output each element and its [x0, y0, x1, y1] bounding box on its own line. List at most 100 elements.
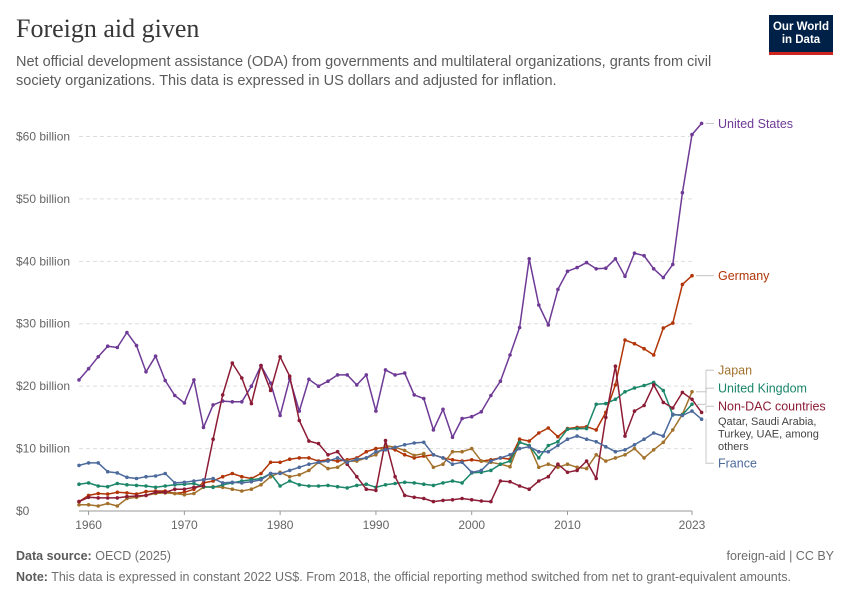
data-point[interactable] [144, 474, 148, 479]
data-point[interactable] [642, 403, 646, 408]
end-label-non-dac-countries[interactable]: Non-DAC countries Qatar, Saudi Arabia,Tur… [705, 400, 826, 454]
data-point[interactable] [632, 409, 637, 413]
data-point[interactable] [422, 482, 426, 487]
data-point[interactable] [632, 443, 637, 447]
data-point[interactable] [699, 417, 704, 422]
data-point[interactable] [77, 482, 81, 487]
data-point[interactable] [450, 435, 455, 440]
data-point[interactable] [680, 282, 685, 287]
data-point[interactable] [374, 449, 378, 454]
data-point[interactable] [479, 499, 484, 503]
data-point[interactable] [86, 481, 91, 485]
data-point[interactable] [297, 418, 302, 423]
data-point[interactable] [690, 409, 694, 413]
data-point[interactable] [326, 466, 330, 471]
data-point[interactable] [297, 465, 302, 470]
data-point[interactable] [240, 400, 244, 404]
data-point[interactable] [527, 444, 531, 449]
data-point[interactable] [125, 494, 129, 499]
data-point[interactable] [498, 456, 503, 460]
data-point[interactable] [125, 475, 129, 480]
data-point[interactable] [307, 377, 311, 382]
data-point[interactable] [460, 481, 464, 485]
data-point[interactable] [671, 412, 675, 417]
data-point[interactable] [431, 465, 436, 470]
data-point[interactable] [105, 492, 110, 496]
data-point[interactable] [412, 393, 417, 397]
data-point[interactable] [556, 434, 560, 439]
data-point[interactable] [144, 370, 148, 374]
data-point[interactable] [192, 491, 196, 496]
data-point[interactable] [489, 393, 493, 398]
data-point[interactable] [393, 445, 397, 450]
data-point[interactable] [469, 458, 474, 462]
data-point[interactable] [393, 373, 397, 377]
data-point[interactable] [651, 383, 656, 387]
data-point[interactable] [268, 460, 273, 465]
data-point[interactable] [613, 364, 618, 369]
data-point[interactable] [517, 325, 522, 330]
end-label-japan[interactable]: Japan [696, 364, 752, 393]
data-point[interactable] [537, 431, 541, 435]
data-point[interactable] [364, 449, 369, 454]
data-point[interactable] [77, 378, 81, 382]
data-point[interactable] [604, 444, 608, 449]
data-point[interactable] [364, 373, 369, 377]
data-point[interactable] [125, 483, 129, 487]
data-point[interactable] [240, 489, 244, 493]
data-point[interactable] [623, 434, 627, 438]
data-point[interactable] [383, 483, 388, 487]
data-point[interactable] [469, 498, 474, 502]
data-point[interactable] [77, 463, 81, 468]
data-point[interactable] [680, 190, 685, 195]
series-label[interactable]: United Kingdom [718, 382, 807, 396]
data-point[interactable] [192, 485, 196, 490]
data-point[interactable] [259, 478, 263, 482]
data-point[interactable] [259, 483, 263, 487]
data-point[interactable] [604, 459, 608, 463]
data-point[interactable] [77, 499, 81, 504]
data-point[interactable] [623, 453, 627, 457]
data-point[interactable] [278, 484, 282, 488]
series-united-kingdom[interactable] [77, 380, 694, 490]
data-point[interactable] [134, 343, 139, 348]
data-point[interactable] [651, 448, 656, 452]
data-point[interactable] [182, 401, 187, 405]
data-point[interactable] [537, 465, 541, 470]
data-point[interactable] [182, 493, 187, 497]
data-point[interactable] [115, 471, 120, 475]
data-point[interactable] [450, 479, 455, 483]
data-point[interactable] [517, 437, 522, 442]
data-point[interactable] [335, 449, 340, 454]
data-point[interactable] [508, 464, 512, 469]
data-point[interactable] [594, 428, 598, 432]
data-point[interactable] [642, 437, 646, 442]
data-point[interactable] [125, 491, 129, 495]
data-point[interactable] [383, 438, 388, 443]
data-point[interactable] [105, 484, 110, 489]
data-point[interactable] [422, 440, 426, 445]
data-point[interactable] [230, 471, 235, 476]
data-point[interactable] [220, 474, 225, 479]
data-point[interactable] [364, 487, 369, 492]
data-point[interactable] [489, 468, 493, 473]
data-point[interactable] [613, 449, 618, 454]
data-point[interactable] [584, 466, 589, 471]
series-label[interactable]: United States [718, 117, 793, 131]
data-point[interactable] [623, 274, 627, 279]
data-point[interactable] [632, 251, 637, 255]
data-point[interactable] [278, 460, 282, 465]
data-point[interactable] [575, 468, 579, 473]
data-point[interactable] [546, 426, 551, 430]
data-point[interactable] [297, 473, 302, 477]
data-point[interactable] [489, 499, 493, 504]
data-point[interactable] [355, 457, 359, 462]
data-point[interactable] [268, 381, 273, 385]
data-point[interactable] [575, 434, 579, 438]
data-point[interactable] [402, 493, 407, 498]
data-point[interactable] [651, 267, 656, 271]
data-point[interactable] [422, 496, 426, 501]
data-point[interactable] [690, 402, 694, 407]
data-point[interactable] [671, 428, 675, 432]
data-point[interactable] [690, 390, 694, 394]
